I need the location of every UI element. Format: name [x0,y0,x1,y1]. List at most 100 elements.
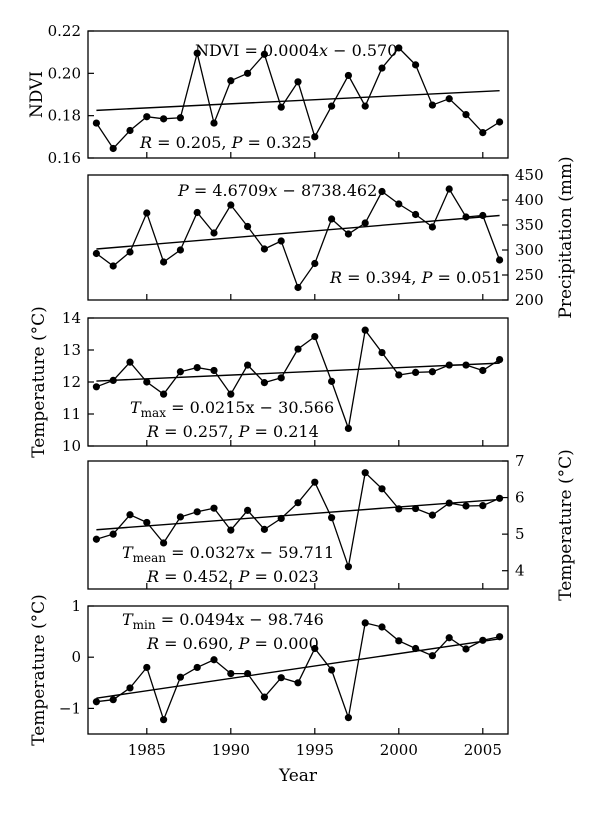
equation-label: Tmax = 0.0215x − 30.566 [130,398,334,420]
data-point [193,49,201,57]
data-point [126,358,134,366]
data-point [92,535,100,543]
data-point [92,119,100,127]
y-tick-label: 6 [515,489,525,507]
data-point [462,645,470,653]
data-point [445,95,453,103]
panel-tmin: −1 0 1 1985 1990 1995 2000 2005 Year Temperature … [29,594,509,786]
x-tick-label: 1985 [128,741,166,759]
panel-ndvi: 0.16 0.18 0.20 0.22 NDVI NDVI = 0.0004x − 0.5… [27,22,509,167]
y-tick-label: 0.18 [48,107,81,125]
data-point [496,494,504,502]
data-point [193,364,201,372]
data-point [227,77,235,85]
data-point [311,644,319,653]
data-point [176,673,184,681]
y-tick-label: 14 [62,309,81,327]
data-point [143,209,151,217]
data-point [160,390,168,398]
y-tick-label: 250 [515,266,544,284]
data-point [126,684,134,692]
data-point [479,636,487,644]
data-point [496,356,504,364]
data-point [210,656,218,664]
data-point [462,111,470,119]
data-point [428,101,436,109]
data-point [210,229,218,237]
data-point [428,511,436,519]
data-point [445,634,453,642]
data-point [311,332,319,341]
data-point [496,256,504,264]
data-point [143,518,151,527]
data-point [328,377,336,385]
y-tick-label: 0.16 [48,149,81,167]
data-point [227,526,235,534]
data-point [328,215,336,223]
data-point [227,669,235,678]
data-point [176,114,184,122]
data-point [176,246,184,254]
y-tick-label: 4 [515,562,525,580]
data-point [193,508,201,516]
x-tick-label: 2005 [464,741,502,759]
data-point [260,693,268,701]
data-point [378,187,386,196]
data-point [260,525,268,533]
data-point [462,502,470,510]
data-point [143,378,151,386]
y-tick-label: 350 [515,216,544,234]
x-axis-title: Year [278,766,318,786]
data-point [294,78,302,86]
data-point [412,644,420,653]
data-point [294,679,302,687]
data-point [277,674,285,682]
data-point [244,222,252,231]
data-point [361,326,369,334]
trend-line [96,638,500,699]
data-point [244,506,252,514]
y-tick-label: 13 [62,341,81,359]
plot-frame [87,605,509,735]
data-point [311,133,319,141]
data-point [109,144,117,153]
trend-line [96,498,500,531]
x-tick-label: 1990 [212,741,250,759]
data-point [361,619,369,627]
data-point [412,210,420,219]
y-tick-label: 5 [515,525,525,543]
data-point [496,633,504,641]
data-point [428,368,436,376]
y-axis-title: Temperature (°C) [29,594,49,746]
data-point [92,249,100,258]
data-point [92,383,100,391]
y-tick-label: 0.20 [48,64,81,82]
y-axis-title: Precipitation (mm) [556,156,576,318]
data-point [479,211,487,220]
plot-frame [87,174,509,301]
data-point [277,103,285,111]
y-tick-label: 450 [515,166,544,184]
panel-precipitation: 200 250 300 350 400 450 Precipitation (mm) P = … [87,156,576,319]
data-point [428,652,436,660]
data-point [244,669,252,678]
data-point [227,390,235,398]
data-point [378,623,386,631]
y-axis-title: Temperature (°C) [29,306,49,458]
data-point [311,478,319,486]
plot-frame [87,30,509,159]
data-point [160,716,168,724]
data-point [328,514,336,522]
y-tick-label: 11 [62,405,81,423]
data-point [479,502,487,510]
data-point [462,361,470,369]
data-point [328,666,336,674]
data-point [479,129,487,137]
data-point [395,44,403,52]
data-point [176,368,184,376]
y-axis-title: NDVI [27,71,47,118]
data-point [260,379,268,387]
data-point [479,366,487,375]
x-tick-label: 2000 [380,741,418,759]
